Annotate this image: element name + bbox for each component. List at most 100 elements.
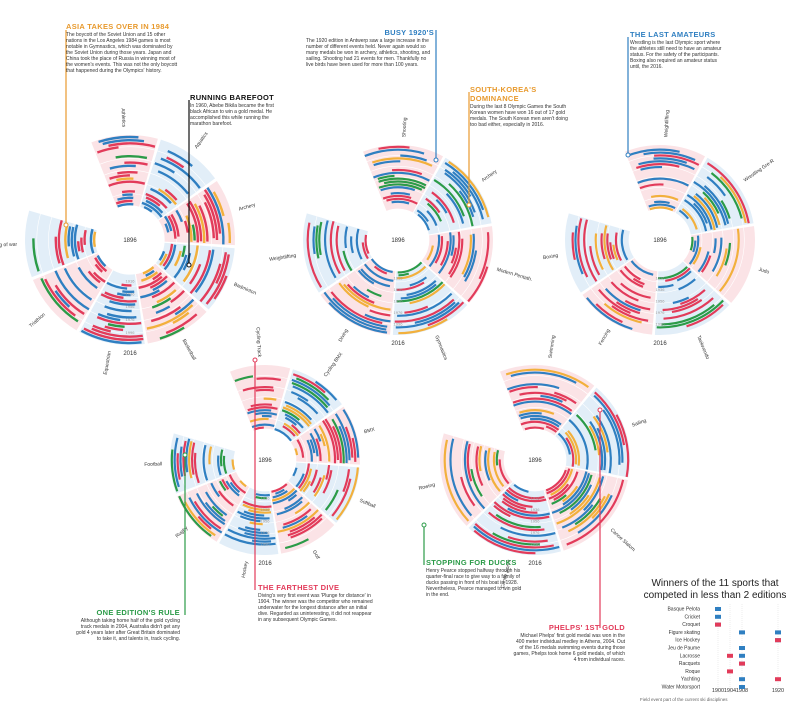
year-tick-label: 1976: [656, 310, 666, 315]
medal-bar: [228, 474, 247, 494]
medal-bar: [271, 483, 288, 493]
medal-bar: [638, 160, 695, 171]
medal-bar: [176, 453, 181, 480]
medal-bar: [77, 266, 98, 290]
medal-bar: [197, 515, 212, 530]
medal-bar: [322, 470, 333, 494]
medal-bar: [284, 400, 313, 421]
medal-bar: [702, 191, 720, 214]
medal-bar: [271, 488, 296, 502]
medal-bar: [106, 312, 137, 319]
dot-chart-footnote: Field event part of the current ski disc…: [640, 697, 728, 702]
medal-bar: [299, 468, 313, 492]
medal-bar: [198, 205, 209, 242]
medal-bar: [653, 200, 670, 205]
medal-bar: [396, 281, 444, 303]
medal-bar: [640, 165, 663, 171]
medal-bar: [116, 177, 134, 182]
year-tick-label: 1936: [656, 287, 666, 292]
medal-bar: [306, 439, 313, 462]
medal-bar: [678, 278, 696, 291]
medal-bar: [635, 163, 680, 169]
medal-bar: [188, 263, 202, 285]
medal-bar: [352, 285, 370, 299]
annotation-barefoot: RUNNING BAREFOOT In 1960, Abebe Bikila b…: [190, 93, 282, 127]
medal-bar: [449, 438, 473, 517]
medal-bar: [628, 148, 680, 157]
year-tick-label: 1936: [261, 507, 271, 512]
year-tick-label: 1956: [394, 298, 404, 303]
medal-bar: [623, 265, 641, 281]
medal-bar: [435, 198, 448, 214]
medal-bar: [205, 254, 230, 305]
medal-bar: [426, 202, 443, 222]
medal-bar: [650, 194, 679, 201]
annotation-marker: [182, 452, 188, 458]
sector-label: Modern Pentath.: [496, 267, 533, 283]
medal-bar: [173, 250, 182, 267]
annotation-body: The boycott of the Soviet Union and 15 o…: [66, 32, 178, 74]
medal-bar: [237, 526, 268, 535]
medal-bar: [519, 409, 555, 415]
medal-bar: [117, 170, 138, 175]
dot-chart-mark: [727, 653, 733, 658]
medal-bar: [202, 444, 209, 481]
medal-bar: [247, 409, 272, 415]
year-tick-label: 1956: [126, 304, 136, 309]
wheel-w3: Weightlifting Wrestling Gre-R Judo Taekwond…: [543, 110, 776, 361]
medal-bar: [315, 438, 322, 462]
medal-bar: [505, 368, 590, 389]
annotation-marker: [421, 522, 427, 528]
medal-bar: [583, 219, 598, 282]
sector-label: Aquatics: [194, 131, 210, 150]
medal-bar: [391, 168, 423, 176]
medal-bar: [100, 293, 137, 303]
medal-bar: [96, 316, 142, 326]
sector-label: Triathlon: [28, 312, 47, 329]
medal-bar: [284, 416, 297, 426]
medal-bar: [109, 300, 136, 306]
medal-bar: [218, 480, 227, 492]
medal-bar: [254, 426, 264, 431]
medal-bar: [586, 297, 633, 331]
medal-bar: [189, 250, 212, 295]
sector-label: Hockey: [241, 560, 250, 578]
medal-bar: [122, 193, 133, 197]
medal-bar: [370, 258, 393, 274]
medal-bar: [179, 446, 184, 477]
center-year-label: 1896: [653, 238, 667, 244]
medal-bar: [571, 232, 576, 261]
medal-bar: [291, 378, 331, 407]
medal-bar: [394, 298, 455, 323]
medal-bar: [291, 424, 301, 434]
sector-label: Judo: [758, 267, 770, 276]
medal-bar: [567, 430, 581, 466]
medal-bar: [524, 426, 545, 431]
end-year-label: 2016: [653, 341, 667, 347]
medal-bar: [142, 266, 155, 275]
medal-bar: [610, 281, 639, 302]
medal-bar: [504, 491, 519, 502]
medal-bar: [551, 494, 567, 505]
annotation-asia: ASIA TAKES OVER IN 1984 The boycott of t…: [66, 22, 178, 74]
medal-bar: [283, 508, 312, 526]
medal-bar: [204, 501, 226, 522]
medal-bar: [598, 288, 631, 314]
medal-bar: [637, 177, 689, 187]
dot-chart-mark: [715, 622, 721, 627]
medal-bar: [97, 312, 121, 322]
medal-bar: [117, 196, 134, 201]
medal-bar: [314, 380, 338, 401]
medal-bar: [529, 417, 560, 428]
medal-bar: [548, 483, 570, 500]
medal-bar: [594, 233, 604, 271]
medal-bar: [40, 277, 79, 323]
dot-chart-category-label: Racquets: [679, 661, 701, 667]
medal-bar: [473, 525, 560, 552]
medal-bar: [520, 414, 562, 426]
medal-bar: [151, 297, 172, 309]
medal-bar: [284, 538, 309, 550]
medal-bar: [138, 275, 163, 290]
medal-bar: [620, 282, 651, 299]
medal-bar: [160, 157, 201, 189]
